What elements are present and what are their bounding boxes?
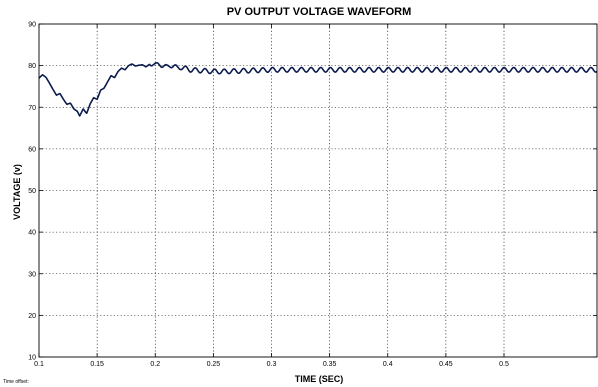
x-tick-label: 0.2	[150, 361, 160, 368]
y-tick-label: 50	[28, 188, 36, 195]
y-tick-label: 60	[28, 146, 36, 153]
y-tick-label: 10	[28, 355, 36, 362]
tick-marks	[38, 23, 597, 358]
x-axis-label: TIME (SEC)	[295, 374, 344, 384]
y-tick-label: 90	[28, 22, 36, 29]
x-tick-label: 0.35	[323, 361, 337, 368]
x-tick-labels: 0.1 0.15 0.2 0.25 0.3 0.35 0.4 0.45 0.5	[34, 361, 509, 368]
y-axis-label: VOLTAGE (v)	[12, 164, 22, 220]
series-line	[38, 62, 598, 117]
series-layer	[38, 62, 598, 117]
y-tick-label: 80	[28, 63, 36, 70]
y-tick-label: 70	[28, 105, 36, 112]
grid	[39, 24, 597, 357]
x-tick-label: 0.1	[34, 361, 44, 368]
x-tick-label: 0.45	[439, 361, 453, 368]
chart-title: PV OUTPUT VOLTAGE WAVEFORM	[227, 6, 412, 18]
x-tick-label: 0.15	[90, 361, 104, 368]
time-offset-note: Time offset:	[3, 379, 29, 385]
x-tick-label: 0.25	[207, 361, 221, 368]
y-tick-label: 40	[28, 230, 36, 237]
y-tick-labels: 10 20 30 40 50 60 70 80 90	[28, 22, 36, 362]
x-tick-label: 0.5	[499, 361, 509, 368]
y-tick-label: 30	[28, 271, 36, 278]
x-tick-label: 0.4	[383, 361, 393, 368]
y-tick-label: 20	[28, 313, 36, 320]
x-tick-label: 0.3	[267, 361, 277, 368]
